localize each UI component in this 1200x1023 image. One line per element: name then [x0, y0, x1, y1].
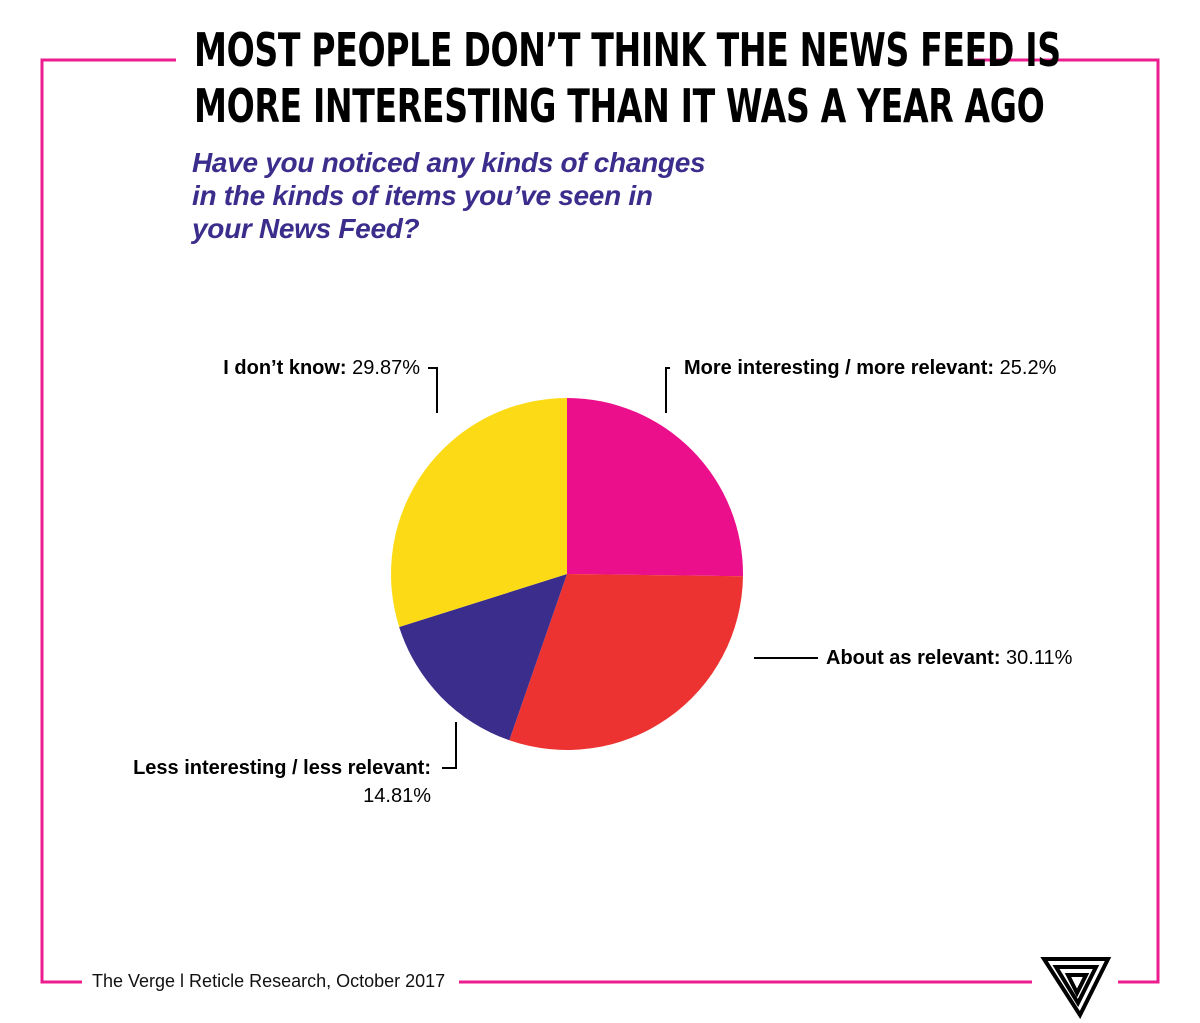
label-about-as-relevant-value: 30.11%	[1006, 647, 1073, 669]
pie-chart	[391, 397, 744, 750]
leader-less	[442, 722, 457, 769]
pie-slice-less	[399, 574, 567, 741]
label-dont-know-name: I don’t know:	[223, 357, 347, 379]
label-less-interesting-value: 14.81%	[363, 785, 431, 807]
frame-top-left	[40, 58, 176, 984]
label-more-interesting-value: 25.2%	[999, 357, 1057, 379]
label-about-as-relevant-name: About as relevant:	[826, 647, 1001, 669]
leader-lines	[428, 367, 818, 769]
leader-more	[665, 367, 670, 413]
chart-title-line2: MORE INTERESTING THAN IT WAS A YEAR AGO	[194, 79, 1045, 133]
leader-idk	[428, 367, 438, 413]
label-less-interesting: Less interesting / less relevant: 14.81%	[60, 754, 431, 810]
pie-slice-more	[567, 397, 744, 577]
frame-top-right	[974, 58, 1160, 984]
label-dont-know: I don’t know: 29.87%	[160, 354, 420, 382]
label-dont-know-value: 29.87%	[352, 357, 420, 379]
chart-title: MOST PEOPLE DON’T THINK THE NEWS FEED IS…	[194, 22, 1061, 134]
label-about-as-relevant: About as relevant: 30.11%	[826, 644, 1072, 672]
label-more-interesting-name: More interesting / more relevant:	[684, 357, 995, 379]
label-more-interesting: More interesting / more relevant: 25.2%	[684, 354, 1056, 382]
chart-title-line1: MOST PEOPLE DON’T THINK THE NEWS FEED IS	[194, 23, 1061, 77]
pie-slice-about	[509, 574, 743, 750]
verge-logo-icon	[1040, 957, 1112, 1019]
source-credit: The Verge l Reticle Research, October 20…	[92, 971, 446, 991]
frame-lines	[40, 58, 1160, 984]
survey-question: Have you noticed any kinds of changes in…	[192, 147, 706, 244]
label-less-interesting-name: Less interesting / less relevant:	[133, 757, 431, 779]
pie-slice-idk	[391, 398, 567, 628]
